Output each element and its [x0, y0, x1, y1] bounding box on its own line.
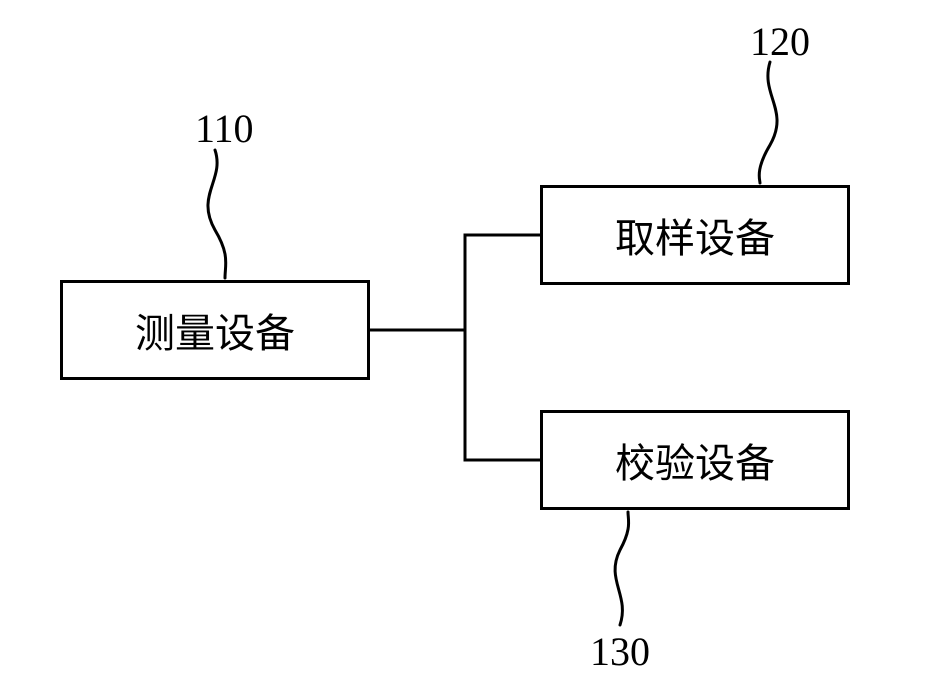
ref-text: 120: [750, 19, 810, 64]
sampling-ref: 120: [750, 18, 810, 65]
ref-text: 130: [590, 629, 650, 674]
measurement-ref: 110: [195, 105, 254, 152]
leader-curve: [615, 512, 629, 625]
diagram-canvas: 测量设备 取样设备 校验设备 110 120 130: [0, 0, 930, 687]
connector-line: [465, 235, 540, 330]
verification-block: 校验设备: [540, 410, 850, 510]
measurement-label: 测量设备: [135, 301, 295, 359]
sampling-label: 取样设备: [615, 206, 775, 264]
leader-curve: [759, 62, 777, 183]
verification-label: 校验设备: [615, 431, 775, 489]
verification-ref: 130: [590, 628, 650, 675]
leader-curve: [208, 150, 226, 278]
connector-line: [465, 330, 540, 460]
ref-text: 110: [195, 106, 254, 151]
measurement-block: 测量设备: [60, 280, 370, 380]
sampling-block: 取样设备: [540, 185, 850, 285]
